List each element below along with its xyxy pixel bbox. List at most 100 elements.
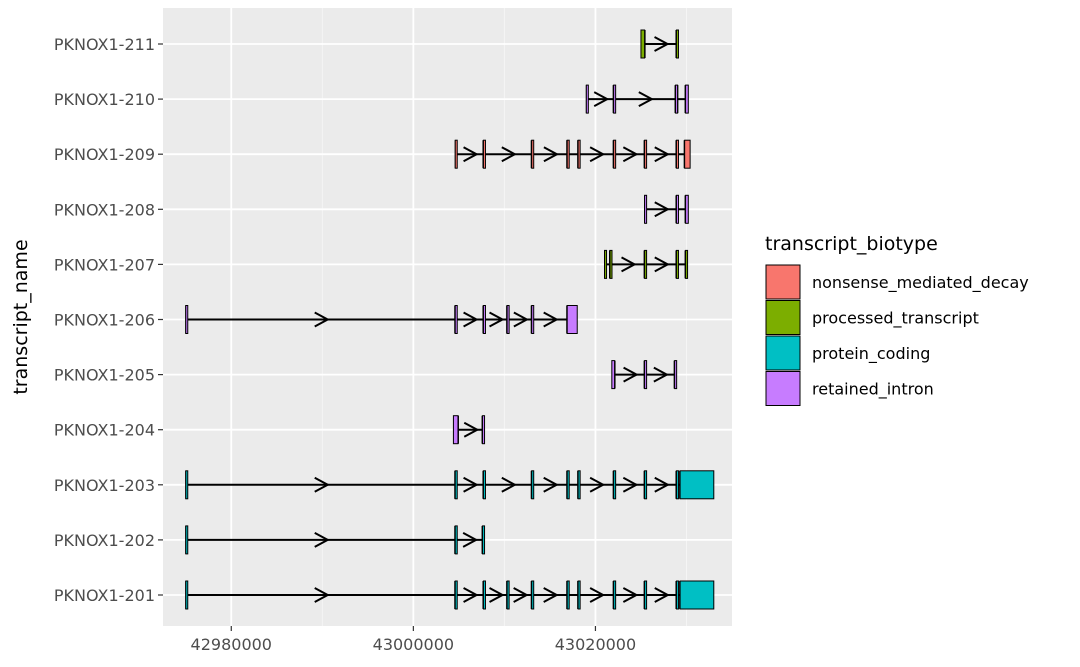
legend: transcript_biotype nonsense_mediated_dec… — [765, 233, 1029, 406]
exon-box — [531, 580, 535, 610]
exon-box — [675, 29, 679, 59]
transcript-marks — [185, 29, 715, 610]
panel-background — [163, 8, 732, 626]
exon-box — [613, 139, 617, 169]
y-tick-label: PKNOX1-210 — [54, 90, 155, 109]
exon-box — [482, 525, 486, 555]
exon-box — [684, 139, 691, 169]
exon-box — [644, 194, 648, 224]
exon-box — [482, 415, 486, 445]
exon-box — [566, 580, 570, 610]
y-tick-label: PKNOX1-203 — [54, 476, 155, 495]
exon-box — [644, 580, 648, 610]
y-tick-label: PKNOX1-202 — [54, 531, 155, 550]
exon-box — [531, 139, 535, 169]
direction-arrow — [489, 587, 505, 603]
y-tick-label: PKNOX1-211 — [54, 35, 155, 54]
direction-arrow — [589, 476, 606, 493]
y-tick-label: PKNOX1-204 — [54, 421, 155, 440]
legend-label: nonsense_mediated_decay — [812, 273, 1029, 293]
direction-arrow — [463, 476, 479, 493]
exon-box — [506, 580, 510, 610]
legend-label: protein_coding — [812, 344, 930, 364]
exon-box — [566, 139, 570, 169]
exon-box — [566, 305, 578, 334]
direction-arrow — [621, 256, 637, 273]
exon-box — [675, 84, 679, 114]
direction-arrow — [622, 146, 639, 163]
y-tick-label: PKNOX1-208 — [54, 200, 155, 219]
direction-arrow — [501, 146, 517, 163]
legend-label: processed_transcript — [812, 309, 979, 329]
exon-box — [577, 139, 581, 169]
exon-box — [482, 470, 486, 500]
exon-box — [482, 305, 486, 334]
exon-box — [611, 360, 616, 390]
legend-title: transcript_biotype — [765, 233, 938, 255]
legend-key — [765, 300, 801, 335]
exon-box — [585, 84, 589, 114]
direction-arrow — [501, 476, 517, 493]
x-tick-label: 42980000 — [191, 635, 272, 654]
exon-box — [185, 525, 189, 555]
exon-box — [185, 305, 189, 334]
direction-arrow — [589, 587, 606, 603]
exon-box — [675, 580, 679, 610]
direction-arrow — [623, 366, 639, 383]
y-tick-label: PKNOX1-205 — [54, 366, 155, 385]
exon-box — [674, 360, 678, 390]
legend-label: retained_intron — [812, 380, 934, 400]
direction-arrow — [513, 311, 529, 328]
exon-box — [185, 470, 189, 500]
y-tick-label: PKNOX1-201 — [54, 586, 155, 605]
transcript-PKNOX1-207 — [603, 249, 689, 279]
transcript-PKNOX1-201 — [185, 580, 715, 610]
direction-arrow — [654, 476, 670, 493]
exon-box — [644, 249, 648, 279]
exon-box — [531, 305, 535, 334]
direction-arrow — [314, 311, 330, 328]
direction-arrow — [653, 366, 669, 383]
direction-arrow — [513, 587, 529, 603]
exon-box — [506, 305, 510, 334]
direction-arrow — [314, 476, 330, 493]
exon-box — [609, 249, 613, 279]
y-axis-title: transcript_name — [10, 239, 32, 394]
exon-box — [679, 580, 715, 610]
direction-arrow — [489, 311, 505, 328]
direction-arrow — [463, 311, 479, 328]
direction-arrow — [589, 146, 606, 163]
direction-arrow — [543, 311, 559, 328]
direction-arrow — [543, 587, 559, 603]
direction-arrow — [463, 587, 479, 603]
exon-box — [531, 470, 535, 500]
direction-arrow — [593, 91, 610, 107]
exon-box — [685, 249, 689, 279]
exon-box — [613, 84, 617, 114]
direction-arrow — [654, 201, 670, 218]
legend-key — [765, 335, 801, 371]
transcript-PKNOX1-206 — [185, 305, 578, 334]
transcript-PKNOX1-203 — [185, 470, 715, 500]
y-tick-label: PKNOX1-206 — [54, 311, 155, 330]
exon-box — [454, 139, 458, 169]
exon-box — [454, 470, 458, 500]
y-tick-labels: PKNOX1-211 PKNOX1-210 PKNOX1-209 PKNOX1-208… — [54, 35, 163, 605]
transcript-PKNOX1-210 — [585, 84, 689, 114]
exon-box — [566, 470, 570, 500]
exon-box — [577, 470, 581, 500]
exon-box — [675, 249, 679, 279]
y-tick-label: PKNOX1-207 — [54, 255, 155, 274]
exon-box — [675, 194, 679, 224]
exon-box — [454, 525, 458, 555]
exon-box — [604, 249, 608, 279]
transcript-PKNOX1-202 — [185, 525, 486, 555]
x-tick-label: 43000000 — [373, 635, 454, 654]
exon-box — [640, 29, 646, 59]
exon-box — [613, 470, 617, 500]
exon-box — [679, 470, 715, 500]
exon-box — [482, 580, 486, 610]
exon-box — [452, 415, 459, 445]
direction-arrow — [314, 587, 330, 603]
